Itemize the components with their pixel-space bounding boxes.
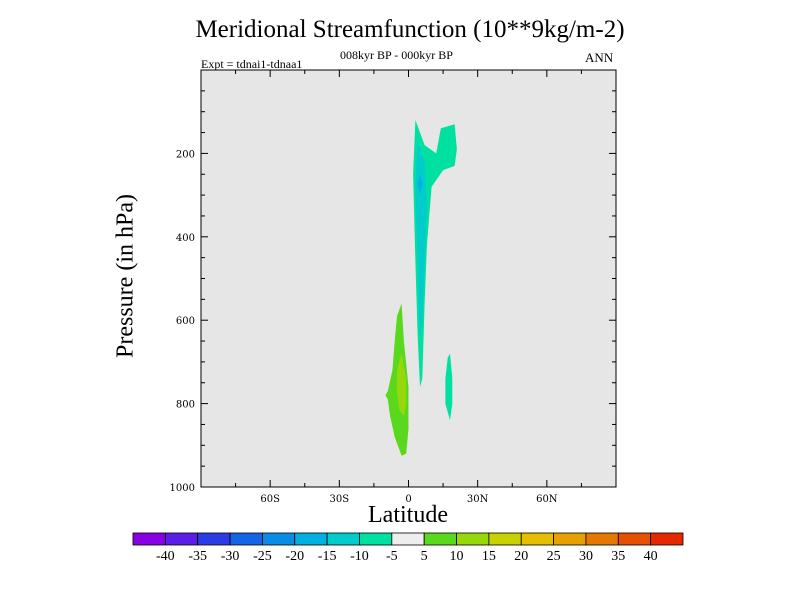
season-label: ANN xyxy=(585,50,614,65)
colorbar-label: 25 xyxy=(547,549,561,564)
colorbar-box xyxy=(423,532,457,546)
colorbar-box xyxy=(650,532,684,546)
experiment-label: Expt = tdnai1-tdnaa1 xyxy=(201,57,303,71)
colorbar-label: -5 xyxy=(386,549,398,564)
colorbar-label: 15 xyxy=(482,549,496,564)
contour-negative-upper-inner xyxy=(417,174,423,196)
axes: 60S 30S 0 30N 60N 200 400 600 800 1000 xyxy=(170,69,617,505)
x-tick-label: 0 xyxy=(405,494,411,505)
colorbar-box xyxy=(488,532,522,546)
y-tick-label: 400 xyxy=(176,233,195,244)
colorbar-label: 20 xyxy=(514,549,528,564)
colorbar-box xyxy=(456,532,490,546)
colorbar: -40 -35 -30 -25 -20 -15 -10 -5 5 10 15 20 25 30 35 40 xyxy=(132,532,684,564)
contour-negative-upper-core xyxy=(415,140,427,337)
colorbar-box xyxy=(553,532,587,546)
colorbar-label: -30 xyxy=(221,549,240,564)
colorbar-label: -15 xyxy=(318,549,337,564)
colorbar-box xyxy=(359,532,393,546)
y-tick-label: 200 xyxy=(176,149,195,160)
y-tick-label: 800 xyxy=(176,400,195,411)
colorbar-label: 40 xyxy=(644,549,658,564)
x-tick-label: 30S xyxy=(330,494,350,505)
colorbar-label: -25 xyxy=(253,549,272,564)
colorbar-box xyxy=(391,532,425,546)
colorbar-box xyxy=(229,532,263,546)
colorbar-box xyxy=(326,532,360,546)
y-tick-label: 1000 xyxy=(170,483,195,494)
colorbar-box xyxy=(294,532,328,546)
colorbar-box xyxy=(585,532,619,546)
chart-title: Meridional Streamfunction (10**9kg/m-2) xyxy=(195,16,625,43)
colorbar-box xyxy=(617,532,652,546)
contour-positive-low-lat-core xyxy=(397,353,407,417)
x-tick-label: 60S xyxy=(260,494,280,505)
colorbar-label: 5 xyxy=(421,549,428,564)
colorbar-label: 35 xyxy=(611,549,625,564)
colorbar-box xyxy=(132,532,166,546)
colorbar-label: -40 xyxy=(156,549,175,564)
x-tick-label: 60N xyxy=(536,494,558,505)
contour-negative-lower-patch xyxy=(445,353,453,421)
x-axis-label: Latitude xyxy=(368,502,448,528)
chart-subtitle: 008kyr BP - 000kyr BP xyxy=(340,48,453,62)
colorbar-label: -35 xyxy=(188,549,207,564)
plot-area xyxy=(201,70,616,487)
colorbar-label: 10 xyxy=(450,549,464,564)
colorbar-label: 30 xyxy=(579,549,593,564)
colorbar-box xyxy=(197,532,231,546)
colorbar-box xyxy=(262,532,296,546)
colorbar-label: -20 xyxy=(285,549,304,564)
contour-positive-low-lat-outer xyxy=(385,303,409,456)
y-tick-label: 600 xyxy=(176,316,195,327)
colorbar-label: -10 xyxy=(350,549,369,564)
colorbar-box xyxy=(164,532,199,546)
x-tick-label: 30N xyxy=(467,494,489,505)
colorbar-box xyxy=(520,532,554,546)
